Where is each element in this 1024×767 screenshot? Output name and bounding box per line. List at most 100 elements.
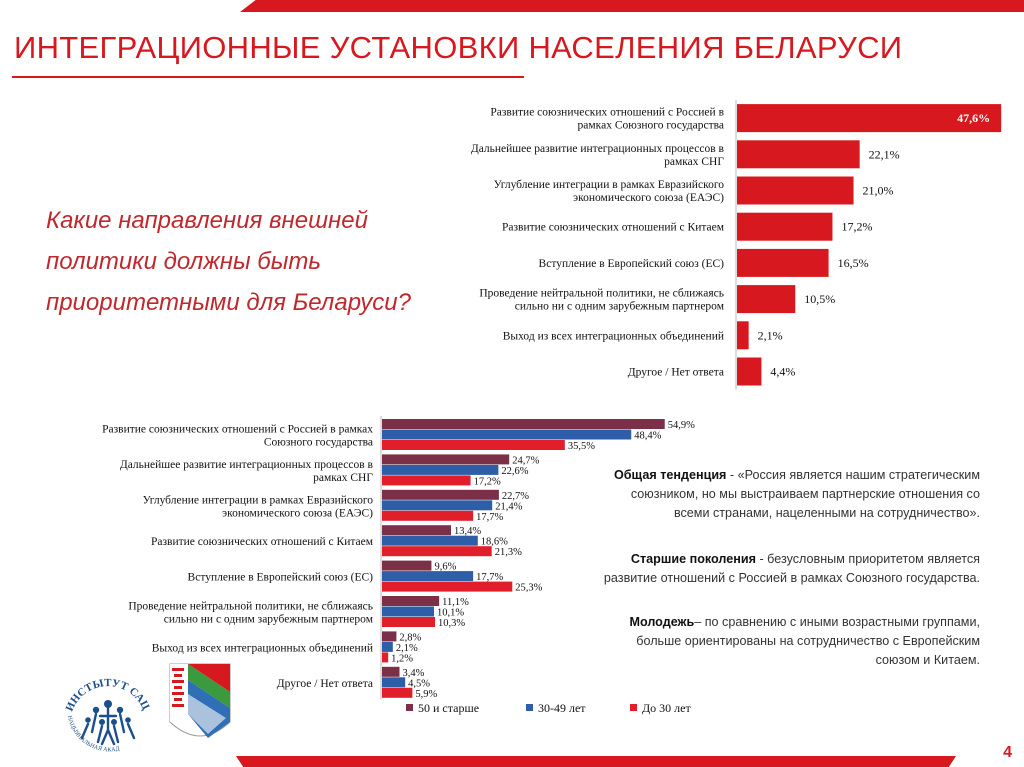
age-value-label: 35,5% <box>568 441 595 452</box>
age-value-label: 48,4% <box>634 431 661 442</box>
legend-swatch <box>526 704 533 711</box>
age-value-label: 10,3% <box>438 618 465 629</box>
age-value-label: 18,6% <box>481 537 508 548</box>
survey-question: Какие направления внешней политики должн… <box>46 207 411 316</box>
age-value-label: 2,8% <box>399 632 421 643</box>
age-bar <box>382 535 478 546</box>
age-value-label: 11,1% <box>442 597 469 608</box>
overall-value-label: 17,2% <box>841 220 872 234</box>
age-category-label: Развитие союзнических отношений с Китаем <box>151 536 374 548</box>
institute-logo: ИНСТЫТУТ САЦЫЯЛОГІІ НАЦЫЯНАЛЬНАЯ АКАДЭМІ… <box>53 651 158 753</box>
age-value-label: 22,7% <box>502 491 529 502</box>
age-bar <box>382 419 665 429</box>
overall-category-label: Другое / Нет ответа <box>628 367 724 379</box>
overall-bar <box>737 176 854 205</box>
note-heading: Старшие поколения <box>630 552 756 566</box>
belarus-emblem <box>168 662 232 750</box>
age-bar <box>382 464 499 475</box>
legend-label: 50 и старше <box>418 701 479 715</box>
overall-value-label: 10,5% <box>804 292 835 306</box>
note-heading: Общая тенденция <box>613 468 727 482</box>
age-bar <box>382 525 452 536</box>
overall-value-label: 2,1% <box>758 328 783 342</box>
age-category-label: Развитие союзнических отношений с Россие… <box>102 424 373 449</box>
age-value-label: 17,2% <box>474 476 501 487</box>
age-value-label: 10,1% <box>437 608 464 619</box>
age-bar <box>382 429 632 440</box>
age-value-label: 21,3% <box>495 547 522 558</box>
age-bar <box>382 454 510 465</box>
age-bar <box>382 596 440 606</box>
title-underline <box>12 76 524 78</box>
note-text: – по сравнению с иными возрастными групп… <box>636 615 980 667</box>
age-value-label: 4,5% <box>408 678 430 689</box>
legend-label: 30-49 лет <box>538 701 586 715</box>
note-text: - «Россия является нашим стратегическим … <box>630 468 980 520</box>
overall-value-label: 47,6% <box>957 111 990 125</box>
overall-value-label: 21,0% <box>863 184 894 198</box>
age-bar <box>382 631 397 642</box>
age-bar <box>382 560 432 571</box>
age-bar <box>382 641 393 652</box>
age-value-label: 5,9% <box>415 689 437 700</box>
overall-category-label: Углубление интеграции в рамках Евразийск… <box>494 179 725 204</box>
age-value-label: 24,7% <box>512 455 539 466</box>
age-bar <box>382 581 513 592</box>
age-bar <box>382 500 493 511</box>
age-category-label: Проведение нейтральной политики, не сбли… <box>128 601 373 626</box>
age-category-label: Выход из всех интеграционных объединений <box>152 642 373 654</box>
age-bar <box>382 475 471 486</box>
age-value-label: 17,7% <box>476 572 503 583</box>
overall-category-label: Развитие союзнических отношений с Россие… <box>490 107 724 132</box>
age-bar <box>382 666 400 677</box>
age-category-label: Дальнейшее развитие интеграционных проце… <box>120 459 374 484</box>
bottom-accent-bar <box>0 756 1024 767</box>
age-value-label: 13,4% <box>454 526 481 537</box>
age-bar <box>382 571 474 582</box>
age-bar <box>382 489 499 500</box>
age-bar <box>382 617 436 627</box>
age-value-label: 54,9% <box>668 420 695 431</box>
legend-swatch <box>406 704 413 711</box>
note-paragraph: Молодежь– по сравнению с иными возрастны… <box>600 613 980 670</box>
overall-bar <box>737 321 749 350</box>
overall-bar <box>737 104 1002 133</box>
age-value-label: 2,1% <box>396 643 418 654</box>
age-bar <box>382 546 492 557</box>
age-value-label: 1,2% <box>391 653 413 664</box>
top-accent-bar <box>0 0 1024 12</box>
age-value-label: 9,6% <box>434 562 456 573</box>
age-value-label: 17,7% <box>476 512 503 523</box>
overall-bar <box>737 248 829 277</box>
age-bar <box>382 687 413 698</box>
note-paragraph: Общая тенденция - «Россия является нашим… <box>600 466 980 523</box>
age-bar <box>382 510 474 521</box>
overall-bar <box>737 357 762 386</box>
overall-category-label: Вступление в Европейский союз (ЕС) <box>539 258 725 270</box>
note-heading: Молодежь <box>629 615 695 629</box>
page-title: ИНТЕГРАЦИОННЫЕ УСТАНОВКИ НАСЕЛЕНИЯ БЕЛАР… <box>14 30 903 65</box>
age-value-label: 3,4% <box>403 668 425 679</box>
legend-swatch <box>630 704 637 711</box>
age-value-label: 22,6% <box>501 466 528 477</box>
legend-label: До 30 лет <box>642 701 692 715</box>
age-bar <box>382 606 435 617</box>
overall-category-label: Проведение нейтральной политики, не сбли… <box>479 288 724 313</box>
overall-bar <box>737 285 796 314</box>
age-bar <box>382 677 406 688</box>
note-paragraph: Старшие поколения - безусловным приорите… <box>600 550 980 588</box>
age-value-label: 21,4% <box>495 501 522 512</box>
age-value-label: 25,3% <box>515 583 542 594</box>
overall-category-label: Дальнейшее развитие интеграционных проце… <box>471 143 725 168</box>
age-category-label: Вступление в Европейский союз (ЕС) <box>188 572 374 584</box>
overall-value-label: 16,5% <box>838 256 869 270</box>
overall-bar <box>737 212 833 241</box>
age-bar <box>382 652 389 663</box>
age-category-label: Другое / Нет ответа <box>277 678 373 690</box>
overall-category-label: Развитие союзнических отношений с Китаем <box>502 222 725 234</box>
page-number: 4 <box>1003 744 1012 761</box>
overall-value-label: 4,4% <box>770 365 795 379</box>
overall-bar <box>737 140 860 169</box>
